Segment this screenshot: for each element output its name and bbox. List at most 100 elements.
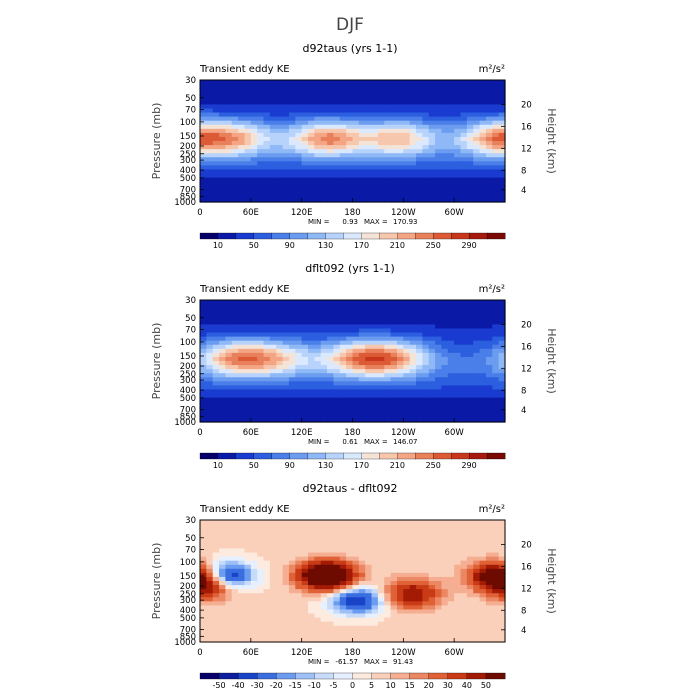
heatmap-cell: [460, 96, 468, 101]
heatmap-cell: [365, 361, 373, 366]
heatmap-cell: [308, 124, 315, 130]
heatmap-cell: [358, 304, 366, 309]
heatmap-cell: [276, 637, 284, 643]
heatmap-cell: [473, 609, 481, 615]
heatmap-cell: [333, 637, 341, 643]
heatmap-cell: [409, 340, 417, 346]
heatmap-cell: [498, 377, 506, 382]
heatmap-cell: [428, 88, 436, 93]
heatmap-cell: [396, 536, 404, 541]
heatmap-cell: [257, 356, 265, 362]
heatmap-cell: [320, 576, 328, 582]
heatmap-cell: [492, 568, 500, 574]
heatmap-cell: [320, 397, 328, 403]
heatmap-cell: [492, 308, 500, 313]
heatmap-cell: [352, 536, 360, 541]
colorbar-swatch: [361, 452, 380, 460]
heatmap-cell: [346, 348, 354, 354]
heatmap-cell: [308, 356, 315, 362]
heatmap-cell: [333, 544, 341, 550]
heatmap-cell: [377, 132, 385, 138]
heatmap-cell: [485, 332, 493, 338]
heatmap-cell: [403, 385, 411, 391]
heatmap-cell: [492, 153, 500, 158]
heatmap-cell: [308, 324, 315, 330]
heatmap-cell: [257, 348, 265, 354]
heatmap-cell: [352, 568, 360, 574]
heatmap-cell: [200, 128, 207, 134]
heatmap-cell: [422, 625, 430, 631]
heatmap-cell: [200, 136, 207, 142]
heatmap-cell: [358, 556, 366, 562]
heatmap-cell: [409, 613, 417, 619]
heatmap-cell: [263, 108, 271, 114]
heatmap-cell: [377, 348, 385, 354]
heatmap-cell: [288, 552, 296, 558]
heatmap-cell: [276, 92, 284, 97]
heatmap-cell: [390, 356, 398, 362]
heatmap-cell: [238, 348, 246, 354]
heatmap-cell: [384, 369, 392, 374]
heatmap-cell: [339, 633, 347, 639]
heatmap-cell: [231, 617, 239, 623]
heatmap-cell: [257, 189, 265, 195]
heatmap-cell: [333, 316, 341, 321]
heatmap-cell: [288, 336, 296, 342]
heatmap-cell: [288, 88, 296, 93]
heatmap-cell: [282, 304, 290, 309]
heatmap-cell: [492, 581, 500, 586]
heatmap-cell: [371, 625, 379, 631]
heatmap-cell: [416, 352, 423, 358]
heatmap-cell: [409, 124, 417, 130]
heatmap-cell: [492, 340, 500, 346]
heatmap-cell: [238, 540, 246, 545]
heatmap-cell: [492, 544, 500, 550]
heatmap-cell: [238, 193, 246, 199]
heatmap-cell: [231, 120, 239, 126]
heatmap-cell: [365, 356, 373, 362]
heatmap-cell: [409, 100, 417, 105]
heatmap-cell: [263, 80, 271, 85]
heatmap-cell: [263, 340, 271, 346]
heatmap-cell: [314, 369, 322, 374]
heatmap-cell: [333, 340, 341, 346]
heatmap-cell: [231, 552, 239, 558]
heatmap-cell: [403, 149, 411, 154]
heatmap-cell: [288, 181, 296, 187]
heatmap-cell: [416, 417, 423, 423]
heatmap-cell: [231, 108, 239, 114]
heatmap-cell: [365, 128, 373, 134]
heatmap-cell: [212, 637, 220, 643]
heatmap-cell: [257, 197, 265, 203]
heatmap-cell: [346, 625, 354, 631]
heatmap-cell: [422, 556, 430, 562]
heatmap-cell: [485, 544, 493, 550]
heatmap-cell: [377, 605, 385, 611]
heatmap-cell: [435, 568, 443, 574]
heatmap-cell: [250, 108, 258, 114]
heatmap-cell: [377, 153, 385, 158]
heatmap-cell: [365, 96, 373, 101]
heatmap-cell: [492, 413, 500, 419]
heatmap-cell: [416, 637, 423, 643]
heatmap-cell: [454, 316, 462, 321]
heatmap-cell: [447, 377, 455, 382]
heatmap-cell: [358, 629, 366, 635]
heatmap-cell: [371, 332, 379, 338]
heatmap-cell: [460, 80, 468, 85]
heatmap-cell: [238, 629, 246, 635]
heatmap-cell: [276, 581, 284, 586]
heatmap-cell: [212, 336, 220, 342]
heatmap-cell: [384, 169, 392, 175]
heatmap-cell: [466, 540, 474, 545]
heatmap-cell: [454, 320, 462, 325]
heatmap-cell: [301, 520, 309, 525]
colorbar-swatch: [433, 232, 452, 240]
heatmap-cell: [276, 417, 284, 423]
heatmap-cell: [416, 405, 423, 411]
heatmap-cell: [473, 621, 481, 627]
heatmap-cell: [231, 633, 239, 639]
heatmap-cell: [441, 316, 449, 321]
heatmap-cell: [244, 320, 252, 325]
heatmap-cell: [250, 157, 258, 162]
